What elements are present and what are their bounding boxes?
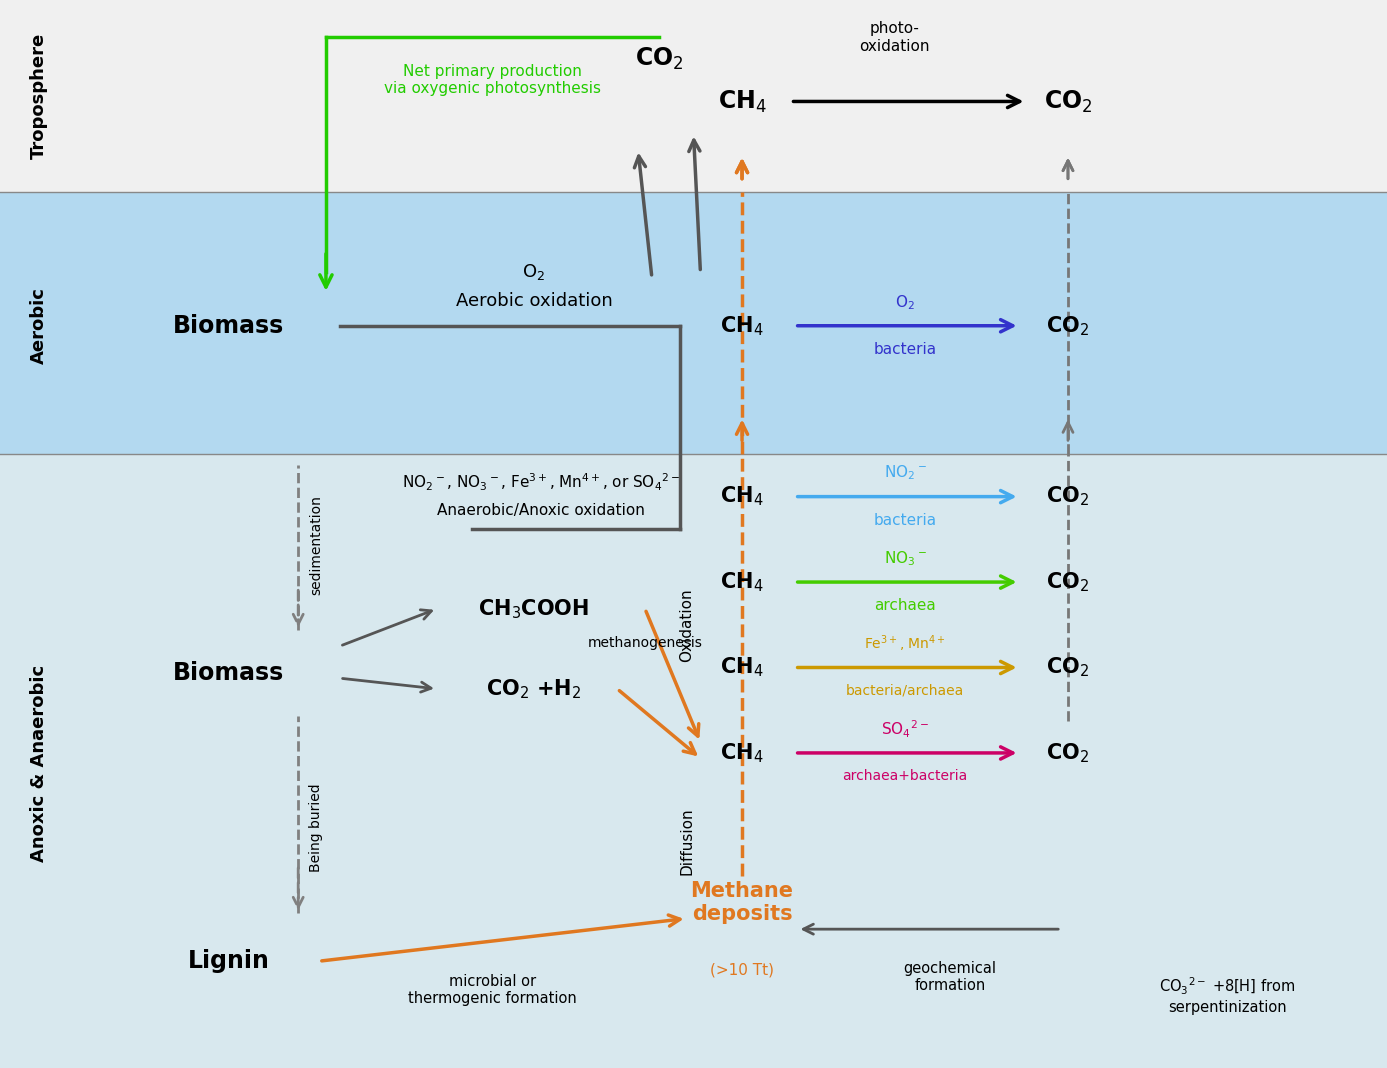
- Text: Methane
deposits: Methane deposits: [691, 881, 793, 924]
- Text: CO$_2$: CO$_2$: [1046, 314, 1090, 337]
- Bar: [0, 454, 1387, 1068]
- Text: Anaerobic/Anoxic oxidation: Anaerobic/Anoxic oxidation: [437, 503, 645, 518]
- Text: Lignin: Lignin: [187, 949, 270, 973]
- Text: (>10 Tt): (>10 Tt): [710, 962, 774, 977]
- Text: methanogenesis: methanogenesis: [588, 635, 702, 650]
- Text: CO$_2$: CO$_2$: [1044, 89, 1092, 114]
- Text: Net primary production
via oxygenic photosynthesis: Net primary production via oxygenic phot…: [384, 64, 601, 96]
- Text: CO$_3$$^{2-}$ +8[H] from
serpentinization: CO$_3$$^{2-}$ +8[H] from serpentinizatio…: [1160, 976, 1295, 1015]
- Text: sedimentation: sedimentation: [309, 494, 323, 595]
- Text: Anoxic & Anaerobic: Anoxic & Anaerobic: [31, 665, 47, 862]
- Text: Troposphere: Troposphere: [31, 33, 47, 159]
- Text: NO$_2$$^-$, NO$_3$$^-$, Fe$^{3+}$, Mn$^{4+}$, or SO$_4$$^{2-}$: NO$_2$$^-$, NO$_3$$^-$, Fe$^{3+}$, Mn$^{…: [402, 472, 680, 493]
- Text: geochemical
formation: geochemical formation: [903, 961, 997, 993]
- Text: Oxidation: Oxidation: [680, 588, 694, 661]
- Text: archaea+bacteria: archaea+bacteria: [842, 769, 968, 784]
- Text: microbial or
thermogenic formation: microbial or thermogenic formation: [408, 974, 577, 1006]
- Text: Fe$^{3+}$, Mn$^{4+}$: Fe$^{3+}$, Mn$^{4+}$: [864, 633, 946, 655]
- Text: Aerobic oxidation: Aerobic oxidation: [455, 293, 613, 310]
- Text: CO$_2$: CO$_2$: [1046, 485, 1090, 508]
- Text: SO$_4$$^{2-}$: SO$_4$$^{2-}$: [881, 719, 929, 740]
- Text: NO$_3$$^-$: NO$_3$$^-$: [884, 549, 927, 568]
- Text: CH$_4$: CH$_4$: [720, 656, 764, 679]
- Text: Diffusion: Diffusion: [680, 807, 694, 875]
- Text: O$_2$: O$_2$: [895, 293, 915, 312]
- Text: CH$_3$COOH: CH$_3$COOH: [479, 597, 589, 621]
- Text: Being buried: Being buried: [309, 784, 323, 871]
- Text: archaea: archaea: [874, 598, 936, 613]
- Text: Biomass: Biomass: [173, 314, 284, 337]
- Text: bacteria: bacteria: [874, 342, 936, 357]
- Text: CO$_2$: CO$_2$: [1046, 656, 1090, 679]
- Text: CO$_2$: CO$_2$: [1046, 570, 1090, 594]
- Text: CO$_2$: CO$_2$: [1046, 741, 1090, 765]
- Text: bacteria: bacteria: [874, 513, 936, 528]
- Bar: [0, 192, 1387, 454]
- Text: Aerobic: Aerobic: [31, 287, 47, 364]
- Text: CO$_2$: CO$_2$: [635, 46, 682, 72]
- Text: bacteria/archaea: bacteria/archaea: [846, 684, 964, 698]
- Text: CO$_2$ +H$_2$: CO$_2$ +H$_2$: [487, 677, 581, 701]
- Text: CH$_4$: CH$_4$: [720, 570, 764, 594]
- Text: NO$_2$$^-$: NO$_2$$^-$: [884, 464, 927, 483]
- Text: CH$_4$: CH$_4$: [720, 485, 764, 508]
- Text: CH$_4$: CH$_4$: [720, 741, 764, 765]
- Text: Biomass: Biomass: [173, 661, 284, 685]
- Text: O$_2$: O$_2$: [523, 263, 545, 282]
- Text: CH$_4$: CH$_4$: [717, 89, 767, 114]
- Text: photo-
oxidation: photo- oxidation: [860, 21, 929, 53]
- Text: CH$_4$: CH$_4$: [720, 314, 764, 337]
- Bar: [0, 0, 1387, 192]
